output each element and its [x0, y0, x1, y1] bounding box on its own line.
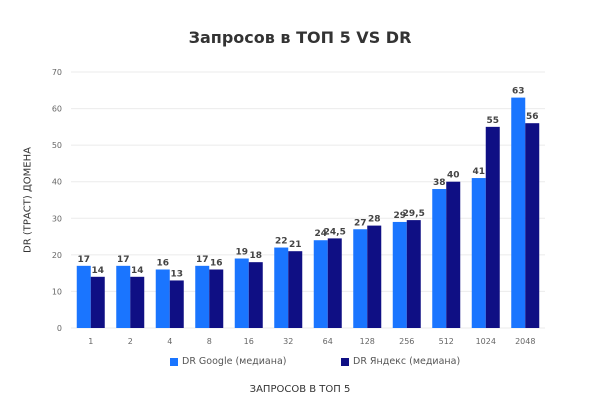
x-tick-label: 512 — [439, 337, 454, 346]
x-tick-label: 8 — [207, 337, 212, 346]
data-label: 14 — [131, 266, 144, 276]
data-label: 16 — [156, 258, 169, 268]
y-tick-label: 10 — [52, 287, 62, 296]
bar-google — [116, 265, 131, 328]
legend-item-yandex: DR Яндекс (медиана) — [341, 356, 460, 367]
data-label: 18 — [249, 251, 262, 261]
data-label: 38 — [433, 178, 446, 188]
data-label: 22 — [275, 237, 288, 247]
bar-yandex — [248, 262, 263, 328]
legend-label-google: DR Google (медиана) — [182, 356, 287, 367]
y-tick-label: 30 — [52, 214, 62, 223]
bar-google — [155, 269, 170, 328]
x-tick-label: 32 — [283, 337, 293, 346]
bar-yandex — [288, 251, 303, 328]
y-tick-label: 60 — [52, 105, 62, 114]
data-label: 17 — [117, 255, 130, 265]
bar-google — [234, 258, 249, 328]
y-tick-label: 40 — [52, 178, 62, 187]
data-label: 14 — [91, 266, 104, 276]
data-label: 24,5 — [324, 227, 346, 237]
bar-yandex — [327, 238, 342, 328]
data-label: 56 — [526, 112, 539, 122]
data-label: 21 — [289, 240, 302, 250]
x-tick-label: 2 — [128, 337, 133, 346]
x-tick-label: 4 — [167, 337, 172, 346]
bar-google — [471, 178, 486, 328]
bar-google — [313, 240, 328, 328]
bar-google — [274, 247, 289, 328]
bar-yandex — [90, 276, 105, 328]
chart-title: Запросов в ТОП 5 VS DR — [188, 28, 412, 47]
legend-swatch-google — [170, 357, 178, 366]
data-label: 29 — [393, 211, 406, 221]
x-axis-label: ЗАПРОСОВ В ТОП 5 — [249, 384, 351, 395]
y-tick-label: 50 — [52, 141, 62, 150]
data-label: 29,5 — [403, 209, 425, 219]
bar-google — [195, 265, 210, 328]
data-label: 16 — [210, 258, 223, 268]
data-label: 27 — [354, 218, 367, 228]
bar-yandex — [525, 123, 540, 328]
bar-google — [76, 265, 91, 328]
legend-item-google: DR Google (медиана) — [170, 356, 286, 367]
x-tick-label: 1024 — [476, 337, 496, 346]
bar-google — [392, 221, 407, 328]
bar-yandex — [485, 126, 500, 328]
bar-yandex — [130, 276, 145, 328]
x-tick-label: 256 — [399, 337, 414, 346]
y-tick-label: 20 — [52, 251, 62, 260]
bar-google — [432, 189, 447, 328]
data-label: 13 — [170, 269, 183, 279]
bar-yandex — [446, 181, 461, 328]
bar-yandex — [406, 220, 421, 328]
x-tick-label: 1 — [88, 337, 93, 346]
data-label: 28 — [368, 215, 381, 225]
x-tick-label: 16 — [244, 337, 254, 346]
data-label: 19 — [235, 248, 248, 258]
data-label: 17 — [77, 255, 90, 265]
data-label: 40 — [447, 171, 460, 181]
data-label: 63 — [512, 87, 525, 97]
legend-swatch-yandex — [341, 357, 349, 366]
bar-yandex — [209, 269, 224, 328]
x-tick-label: 64 — [323, 337, 333, 346]
x-tick-label: 128 — [360, 337, 375, 346]
data-label: 17 — [196, 255, 209, 265]
data-label: 24 — [314, 229, 327, 239]
data-label: 41 — [472, 167, 485, 177]
bar-google — [353, 229, 368, 328]
legend-label-yandex: DR Яндекс (медиана) — [353, 356, 461, 367]
data-label: 55 — [486, 116, 499, 126]
bar-google — [511, 97, 526, 328]
bar-yandex — [169, 280, 184, 328]
x-tick-label: 2048 — [515, 337, 535, 346]
bar-yandex — [367, 225, 382, 328]
y-tick-label: 70 — [52, 68, 62, 77]
y-tick-label: 0 — [57, 324, 62, 333]
